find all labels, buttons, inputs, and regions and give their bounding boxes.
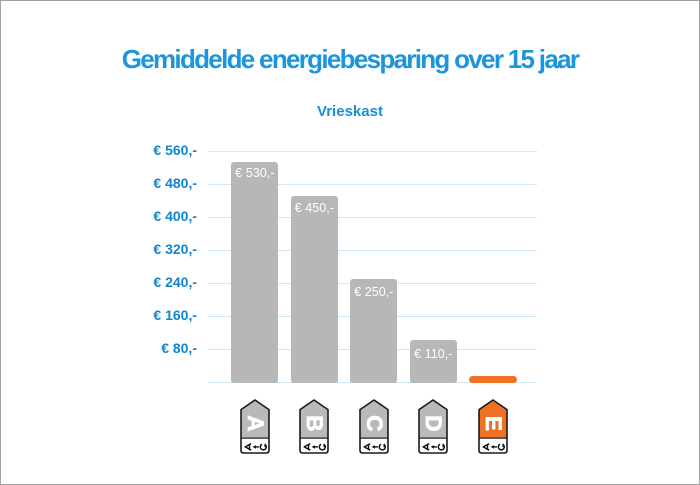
svg-text:D: D [421,415,446,431]
svg-text:A: A [242,415,267,431]
svg-text:C: C [361,415,386,431]
svg-text:E: E [481,415,506,430]
svg-text:B: B [302,415,327,431]
